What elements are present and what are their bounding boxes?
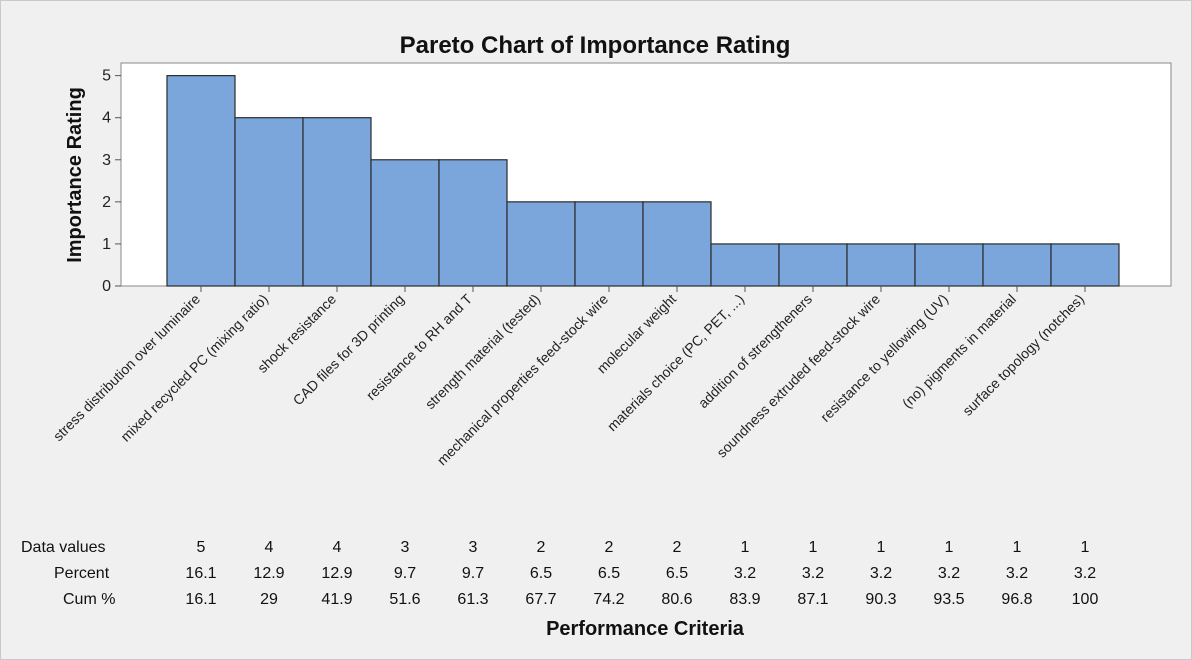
table-cum-percent-cell: 93.5 [933,591,964,608]
category-label: addition of strengtheners [695,291,815,411]
bar-9 [710,243,780,287]
table-cum-percent-cell: 100 [1072,591,1099,608]
y-tick-label: 4 [102,110,111,127]
table-data-values-cell: 1 [945,539,954,556]
table-percent-cell: 6.5 [598,565,620,582]
table-data-values-cell: 3 [469,539,478,556]
category-label: materials choice (PC, PET, ...) [604,291,747,434]
table-data-values-cell: 4 [265,539,274,556]
category-label: CAD files for 3D printing [290,291,408,409]
table-percent-cell: 3.2 [938,565,960,582]
bar-10 [778,243,848,287]
bar-4 [370,159,440,287]
table-percent-cell: 3.2 [1074,565,1096,582]
table-percent-cell: 9.7 [462,565,484,582]
category-label: stress distribution over luminaire [50,291,203,444]
table-data-values-cell: 1 [1013,539,1022,556]
table-data-values-cell: 2 [605,539,614,556]
table-row-label: Data values [21,539,106,556]
category-label: resistance to yellowing (UV) [817,291,951,425]
table-data-values-cell: 5 [197,539,206,556]
y-tick-label: 3 [102,152,111,169]
table-percent-cell: 6.5 [530,565,552,582]
chart-title: Pareto Chart of Importance Rating [400,32,791,59]
table-data-values-cell: 1 [877,539,886,556]
category-label: strength material (tested) [422,291,543,412]
table-data-values-cell: 1 [809,539,818,556]
table-percent-cell: 3.2 [802,565,824,582]
table-data-values-cell: 3 [401,539,410,556]
table-cum-percent-cell: 61.3 [457,591,488,608]
table-cum-percent-cell: 80.6 [661,591,692,608]
table-cum-percent-cell: 67.7 [525,591,556,608]
table-percent-cell: 16.1 [185,565,216,582]
bar-3 [302,117,372,287]
x-axis-title: Performance Criteria [546,618,745,640]
data-table: Data values 5 4 4 3 3 2 2 2 1 1 1 1 1 1 Percent 16.1 12.9… [21,539,1098,608]
y-tick-label: 0 [102,278,111,295]
table-percent-cell: 9.7 [394,565,416,582]
bars-layer [166,75,1120,287]
table-cum-percent-cell: 74.2 [593,591,624,608]
category-label: mixed recycled PC (mixing ratio) [117,291,271,445]
table-data-values-cell: 2 [537,539,546,556]
table-percent-cell: 12.9 [253,565,284,582]
category-label: (no) pigments in material [899,291,1019,411]
table-cum-percent-cell: 29 [260,591,278,608]
bar-7 [574,201,644,287]
table-cum-percent-cell: 16.1 [185,591,216,608]
y-tick-label: 2 [102,194,111,211]
table-data-values-cell: 2 [673,539,682,556]
x-axis-labels: stress distribution over luminairemixed … [50,286,1087,468]
bar-2 [234,117,304,287]
bar-11 [846,243,916,287]
table-cum-percent-cell: 51.6 [389,591,420,608]
table-data-values-cell: 1 [741,539,750,556]
table-cum-percent-cell: 90.3 [865,591,896,608]
y-axis-title: Importance Rating [64,87,86,263]
table-data-values-cell: 4 [333,539,342,556]
table-percent-cell: 3.2 [734,565,756,582]
table-row-label: Percent [54,565,110,582]
category-label: surface topology (notches) [959,291,1087,419]
bar-8 [642,201,712,287]
bar-12 [914,243,984,287]
table-percent-cell: 6.5 [666,565,688,582]
table-cum-percent-cell: 83.9 [729,591,760,608]
y-tick-label: 1 [102,236,111,253]
table-percent-cell: 12.9 [321,565,352,582]
bar-1 [166,75,236,287]
y-axis: 0 1 2 3 4 5 [102,68,121,295]
bar-5 [438,159,508,287]
table-data-values-cell: 1 [1081,539,1090,556]
table-cum-percent-cell: 96.8 [1001,591,1032,608]
table-row-label: Cum % [63,591,115,608]
table-percent-cell: 3.2 [870,565,892,582]
table-cum-percent-cell: 87.1 [797,591,828,608]
bar-14 [1050,243,1120,287]
bar-6 [506,201,576,287]
table-cum-percent-cell: 41.9 [321,591,352,608]
bar-13 [982,243,1052,287]
table-percent-cell: 3.2 [1006,565,1028,582]
y-tick-label: 5 [102,68,111,85]
